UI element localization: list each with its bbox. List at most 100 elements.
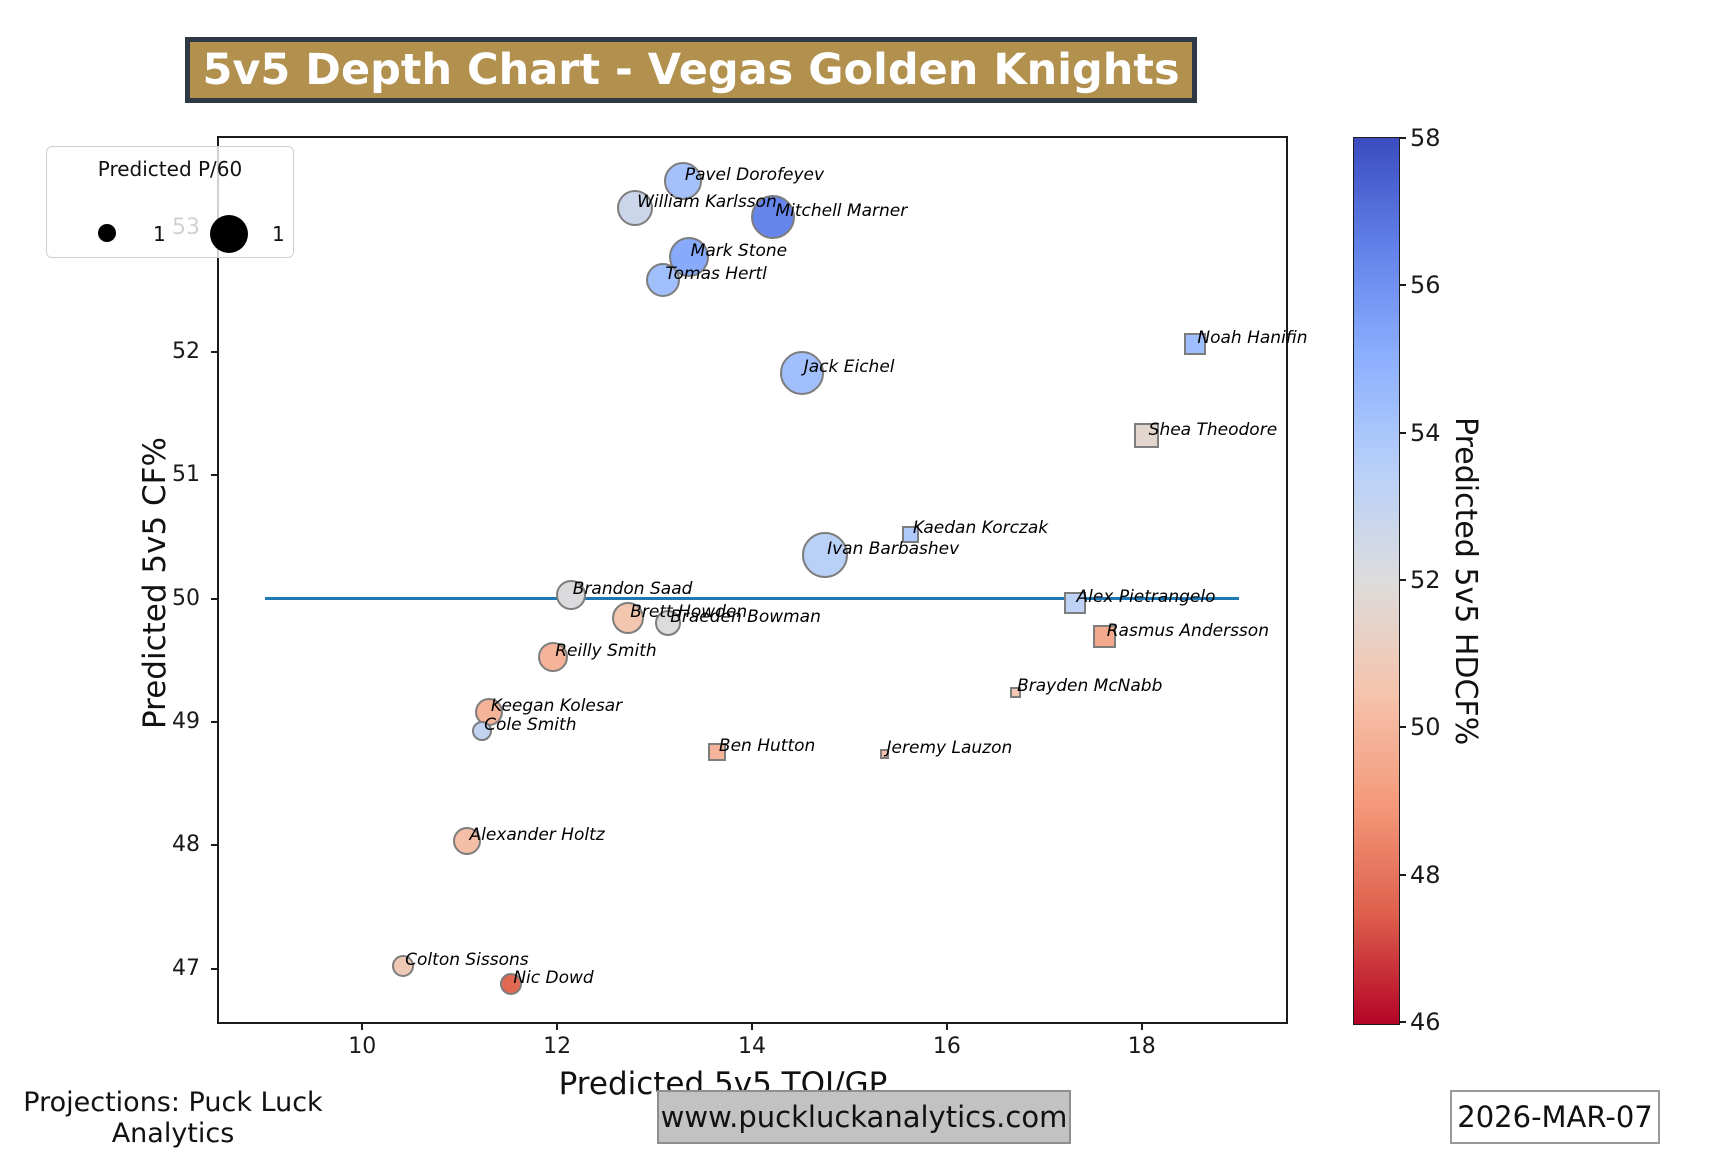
y-tick-mark (211, 967, 219, 970)
player-marker (1184, 333, 1207, 356)
player-label: Rasmus Andersson (1106, 620, 1269, 641)
colorbar-tick-label: 48 (1410, 860, 1441, 889)
player-label: Ivan Barbashev (827, 539, 960, 560)
size-legend-small-dot-icon (98, 224, 116, 242)
y-tick-mark (211, 720, 219, 723)
player-label: Colton Sissons (405, 950, 529, 971)
player-marker (663, 162, 702, 201)
player-marker (1134, 423, 1160, 449)
player-marker (392, 955, 415, 978)
player-marker (879, 749, 890, 759)
colorbar-tick-mark (1399, 137, 1406, 139)
website-badge: www.puckluckanalytics.com (657, 1090, 1071, 1144)
player-marker (902, 525, 920, 543)
player-label: Alex Pietrangelo (1076, 587, 1216, 608)
colorbar-tick-mark (1399, 1021, 1406, 1023)
credits-data-source: Data: Natural Stat Trick (13, 1149, 333, 1152)
player-label: Noah Hanifin (1197, 328, 1308, 349)
player-marker (555, 579, 586, 610)
player-marker (617, 190, 654, 227)
colorbar-tick-mark (1399, 726, 1406, 729)
y-tick-label: 48 (172, 832, 200, 858)
colorbar: 46 48 50 52 54 56 58 (1353, 125, 1441, 1035)
y-tick-mark (211, 474, 219, 477)
player-marker (655, 610, 682, 637)
date-badge: 2026-MAR-07 (1450, 1090, 1660, 1144)
player-label: Jeremy Lauzon (886, 738, 1013, 759)
reference-line-50pct (264, 597, 1240, 601)
credits: Projections: Puck Luck Analytics Data: N… (13, 1087, 333, 1152)
colorbar-tick-label: 56 (1410, 271, 1441, 300)
player-marker (707, 742, 726, 761)
player-marker (1063, 592, 1086, 615)
player-marker (751, 195, 796, 240)
player-label: Reilly Smith (555, 640, 657, 661)
player-label: Mark Stone (690, 240, 788, 261)
colorbar-tick-mark (1399, 873, 1406, 876)
colorbar-tick-mark (1399, 579, 1406, 581)
y-tick-mark (211, 844, 219, 847)
player-label: Alexander Holtz (469, 824, 605, 845)
y-tick-label: 51 (172, 462, 200, 488)
player-label: Shea Theodore (1148, 419, 1278, 440)
chart-title: 5v5 Depth Chart - Vegas Golden Knights (202, 45, 1180, 95)
size-legend-title: Predicted P/60 (97, 157, 243, 181)
player-label: Tomas Hertl (665, 263, 767, 284)
y-axis-label: Predicted 5v5 CF% (137, 437, 173, 729)
chart-title-bar: 5v5 Depth Chart - Vegas Golden Knights (185, 37, 1197, 103)
player-marker (802, 532, 849, 579)
x-tick-mark (1140, 1022, 1143, 1030)
size-legend-big-dot-icon (210, 215, 248, 253)
player-label: Ben Hutton (718, 735, 816, 756)
player-label: Brett Howden (630, 602, 748, 623)
colorbar-label: Predicted 5v5 HDCF% (1448, 416, 1483, 746)
player-marker (538, 641, 569, 672)
x-tick-label: 10 (348, 1034, 377, 1059)
player-label: Pavel Dorofeyev (684, 165, 825, 186)
plot-area: 474849505152531012141618Pavel DorofeyevW… (172, 136, 1308, 1059)
x-tick-label: 16 (932, 1034, 961, 1059)
player-label: Jack Eichel (803, 356, 895, 377)
player-label: Brandon Saad (572, 578, 693, 599)
y-tick-label: 50 (172, 585, 200, 611)
colorbar-tick-label: 58 (1410, 124, 1441, 152)
player-label: Kaedan Korczak (912, 518, 1049, 539)
x-tick-mark (361, 1022, 364, 1030)
website-text: www.puckluckanalytics.com (660, 1100, 1068, 1134)
player-marker (1009, 686, 1021, 698)
player-label: Braeden Bowman (670, 607, 821, 628)
size-legend-big-value: 1 (272, 222, 285, 246)
y-tick-label: 49 (172, 708, 200, 734)
x-tick-label: 14 (738, 1034, 766, 1059)
size-legend: Predicted P/60 1 1 (46, 146, 294, 258)
y-tick-label: 52 (172, 338, 200, 364)
player-marker (472, 720, 493, 741)
x-tick-mark (751, 1022, 753, 1030)
x-tick-label: 12 (543, 1034, 572, 1059)
player-marker (1093, 625, 1117, 649)
player-marker (779, 350, 824, 395)
x-tick-mark (945, 1022, 948, 1030)
colorbar-tick-mark (1399, 284, 1406, 287)
player-label: William Karlsson (637, 192, 777, 213)
size-legend-small-value: 1 (153, 222, 166, 246)
y-tick-label: 47 (172, 955, 200, 981)
player-label: Nic Dowd (513, 967, 594, 988)
date-text: 2026-MAR-07 (1457, 1100, 1653, 1134)
player-label: Cole Smith (484, 714, 577, 735)
colorbar-tick-label: 46 (1410, 1008, 1441, 1036)
colorbar-tick-label: 50 (1410, 713, 1441, 742)
player-label: Mitchell Marner (775, 201, 908, 222)
player-marker (500, 972, 523, 995)
y-tick-mark (211, 350, 219, 353)
x-tick-label: 18 (1127, 1034, 1156, 1059)
colorbar-tick-label: 52 (1410, 566, 1441, 594)
player-marker (646, 262, 681, 297)
player-label: Brayden McNabb (1017, 676, 1163, 697)
credits-projections: Projections: Puck Luck Analytics (23, 1087, 323, 1149)
colorbar-tick-label: 54 (1410, 418, 1441, 447)
y-tick-mark (211, 597, 219, 600)
colorbar-tick-mark (1399, 431, 1406, 434)
player-marker (612, 602, 645, 635)
